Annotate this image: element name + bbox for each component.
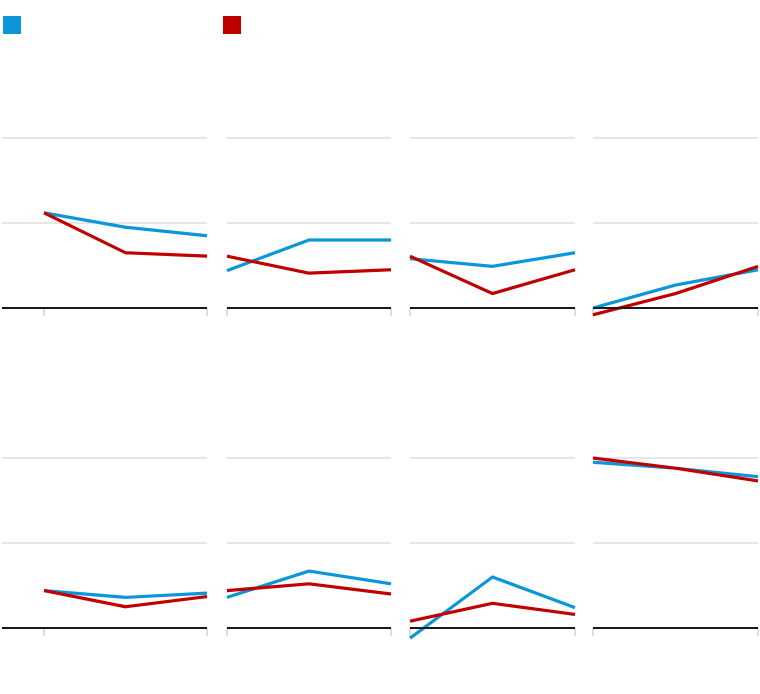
series-line-2-2 bbox=[226, 254, 392, 275]
series-line-6-2 bbox=[226, 582, 392, 596]
series-line-2-1 bbox=[226, 238, 391, 273]
series-line-5-2 bbox=[43, 589, 208, 609]
legend-swatch-red bbox=[223, 16, 241, 34]
series-line-7-1 bbox=[409, 575, 576, 640]
series-line-1-1 bbox=[43, 211, 208, 238]
series-line-5-1 bbox=[43, 589, 208, 600]
series-line-8-2 bbox=[592, 456, 759, 483]
legend-item-blue bbox=[3, 16, 29, 34]
series-line-3-2 bbox=[409, 254, 576, 296]
legend-swatch-blue bbox=[3, 16, 21, 34]
series-line-7-2 bbox=[409, 601, 576, 623]
series-line-1-2 bbox=[43, 211, 208, 258]
legend-item-red bbox=[223, 16, 249, 34]
series-line-3-1 bbox=[409, 251, 576, 268]
legend bbox=[0, 0, 760, 40]
